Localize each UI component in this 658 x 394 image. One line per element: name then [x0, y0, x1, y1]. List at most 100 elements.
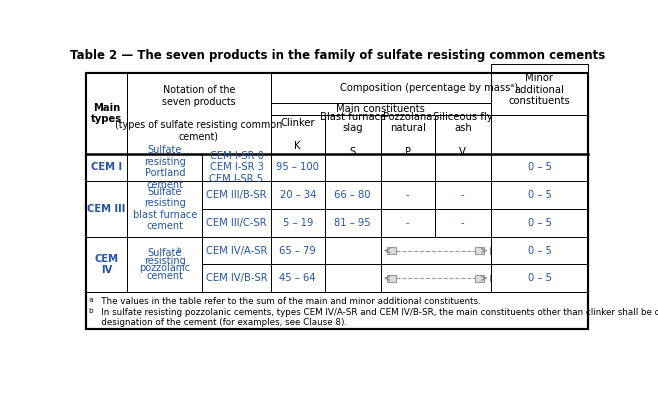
Text: Sulfate
resisting
Portland
cement: Sulfate resisting Portland cement: [144, 145, 186, 190]
Text: -: -: [461, 218, 465, 228]
Text: pozzolanic: pozzolanic: [139, 263, 190, 273]
Text: -: -: [406, 218, 409, 228]
Text: Table 2 — The seven products in the family of sulfate resisting common cements: Table 2 — The seven products in the fami…: [70, 49, 605, 62]
Bar: [380, 154, 435, 181]
Text: 0 – 5: 0 – 5: [528, 245, 551, 256]
Bar: [380, 115, 435, 154]
Text: a: a: [88, 297, 93, 303]
Bar: [380, 237, 491, 264]
Bar: [270, 181, 325, 209]
Text: resisting: resisting: [144, 256, 186, 266]
Text: 20 – 34: 20 – 34: [280, 190, 316, 200]
Bar: [491, 237, 588, 264]
Bar: [203, 264, 270, 292]
Bar: [203, 237, 270, 264]
Text: 0 – 5: 0 – 5: [528, 190, 551, 200]
Bar: [86, 73, 588, 329]
Bar: [86, 73, 127, 154]
Bar: [435, 209, 491, 237]
Bar: [325, 209, 380, 237]
Bar: [127, 154, 203, 181]
Bar: [482, 275, 490, 281]
Text: 36 – 55: 36 – 55: [418, 274, 453, 283]
Bar: [203, 154, 270, 181]
Text: Composition (percentage by massᵃ): Composition (percentage by massᵃ): [340, 83, 519, 93]
Bar: [127, 73, 270, 154]
Text: 65 – 79: 65 – 79: [280, 245, 316, 256]
Text: 0 – 5: 0 – 5: [528, 162, 551, 173]
Bar: [482, 247, 490, 254]
Text: 5 – 19: 5 – 19: [282, 218, 313, 228]
Text: Sulfate
resisting
blast furnace
cement: Sulfate resisting blast furnace cement: [133, 187, 197, 231]
Text: Pozzolana
natural

P: Pozzolana natural P: [383, 112, 432, 157]
Bar: [435, 154, 491, 181]
Text: Main constituents: Main constituents: [336, 104, 425, 114]
Bar: [491, 154, 588, 181]
Text: 66 – 80: 66 – 80: [334, 190, 371, 200]
Bar: [127, 237, 203, 292]
Bar: [325, 154, 380, 181]
Text: 45 – 64: 45 – 64: [280, 273, 316, 283]
Bar: [270, 103, 491, 115]
Text: -: -: [461, 190, 465, 200]
Bar: [491, 181, 588, 209]
Text: 0 – 5: 0 – 5: [528, 273, 551, 283]
Text: --- 21 – 35 ---: --- 21 – 35 ---: [405, 246, 466, 255]
Text: Sulfate: Sulfate: [147, 248, 182, 258]
Text: CEM III/B-SR: CEM III/B-SR: [206, 190, 266, 200]
Bar: [203, 181, 270, 209]
Text: b: b: [88, 308, 93, 314]
Bar: [381, 237, 490, 264]
Bar: [475, 247, 484, 254]
Text: CEM III: CEM III: [88, 204, 126, 214]
Text: Notation of the
seven products

(types of sulfate resisting common
cement): Notation of the seven products (types of…: [115, 85, 282, 142]
Bar: [387, 247, 396, 254]
Bar: [270, 154, 325, 181]
Text: b: b: [176, 247, 181, 253]
Bar: [491, 264, 588, 292]
Bar: [86, 181, 127, 237]
Text: CEM IV/B-SR: CEM IV/B-SR: [206, 273, 267, 283]
Text: The values in the table refer to the sum of the main and minor additional consti: The values in the table refer to the sum…: [93, 297, 481, 306]
Bar: [270, 264, 325, 292]
Text: Blast furnace
slag

S: Blast furnace slag S: [320, 112, 386, 157]
Bar: [270, 209, 325, 237]
Bar: [382, 247, 390, 254]
Text: Clinker

K: Clinker K: [280, 118, 315, 151]
Bar: [325, 181, 380, 209]
Text: CEM
IV: CEM IV: [95, 254, 118, 275]
Bar: [86, 237, 127, 292]
Text: 95 – 100: 95 – 100: [276, 162, 319, 173]
Bar: [435, 115, 491, 154]
Bar: [325, 264, 380, 292]
Text: In sulfate resisting pozzolanic cements, types CEM IV/A-SR and CEM IV/B-SR, the : In sulfate resisting pozzolanic cements,…: [93, 308, 658, 327]
Bar: [435, 181, 491, 209]
Text: cement: cement: [146, 271, 184, 281]
Bar: [380, 209, 435, 237]
Bar: [86, 154, 127, 181]
Bar: [387, 275, 396, 282]
Bar: [203, 209, 270, 237]
Text: 21 – 35: 21 – 35: [418, 246, 453, 255]
Bar: [475, 275, 484, 282]
Bar: [380, 264, 491, 292]
Text: CEM I: CEM I: [91, 162, 122, 173]
Bar: [491, 64, 588, 115]
Bar: [325, 237, 380, 264]
Bar: [86, 73, 588, 329]
Text: CEM I-SR 0
CEM I-SR 3
CEM I-SR 5: CEM I-SR 0 CEM I-SR 3 CEM I-SR 5: [209, 151, 263, 184]
Text: Minor
additional
constituents: Minor additional constituents: [509, 73, 570, 106]
Bar: [325, 115, 380, 154]
Text: Siliceous fly
ash

V: Siliceous fly ash V: [433, 112, 493, 157]
Text: 81 – 95: 81 – 95: [334, 218, 371, 228]
Text: CEM III/C-SR: CEM III/C-SR: [206, 218, 266, 228]
Text: CEM IV/A-SR: CEM IV/A-SR: [206, 245, 267, 256]
Bar: [270, 115, 325, 154]
Text: 0 – 5: 0 – 5: [528, 218, 551, 228]
Bar: [491, 209, 588, 237]
Bar: [382, 275, 390, 281]
Text: Main
types: Main types: [91, 103, 122, 124]
Bar: [127, 181, 203, 237]
Bar: [380, 181, 435, 209]
Bar: [381, 265, 490, 292]
